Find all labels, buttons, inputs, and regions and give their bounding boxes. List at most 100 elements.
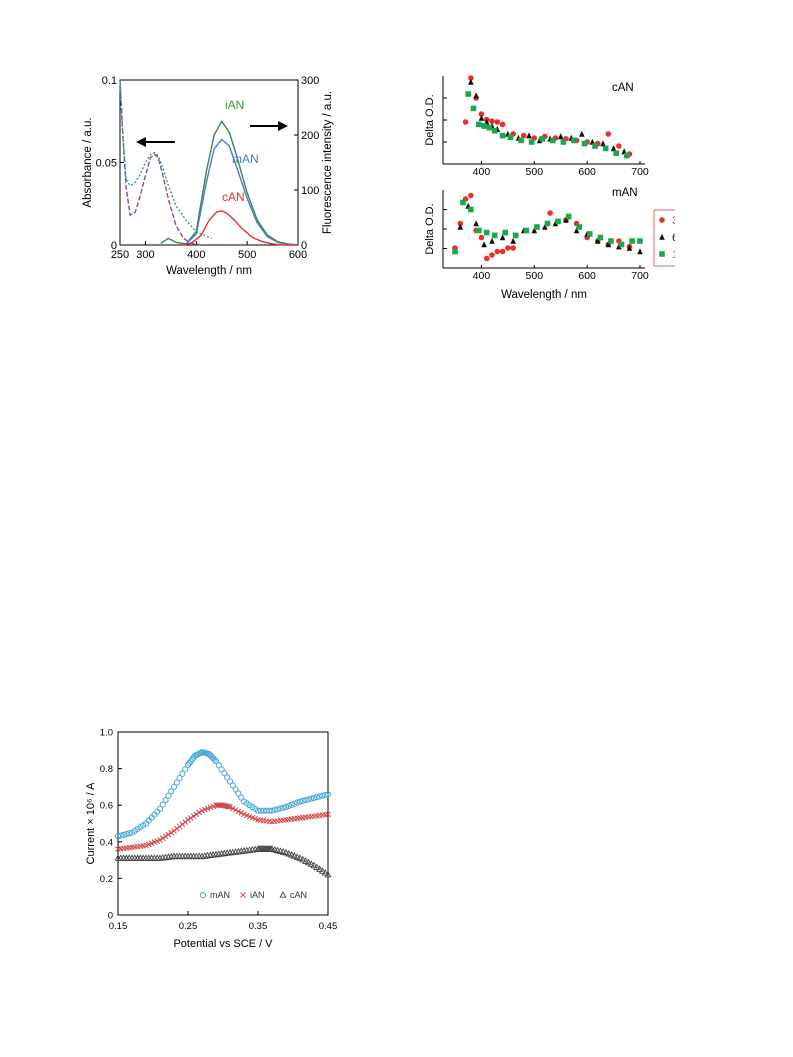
data-point [637,238,643,244]
x-tick-label: 500 [526,270,544,282]
data-point [316,793,323,800]
data-point [274,806,281,813]
x-marker-stroke [222,803,229,809]
data-point [457,223,464,230]
x-marker-stroke [249,814,256,821]
x-marker-stroke [243,812,250,819]
data-point [523,227,530,234]
data-point [502,229,509,236]
data-point [271,806,278,814]
data-point [176,775,183,782]
data-point [520,132,527,139]
data-point [608,238,614,244]
transient-absorption-figure: 400 500 600 700 Delta O.D. cAN 400 500 600 700 Del… [415,68,711,308]
data-point [293,853,301,860]
data-point [602,145,609,152]
data-point [156,805,164,812]
x-marker-stroke [187,815,194,821]
data-point [462,119,469,125]
data-point [296,854,304,861]
data-point [483,255,490,262]
data-point [494,248,501,255]
data-point [157,837,163,843]
x-tick-label: 600 [578,270,596,282]
absorption-fluorescence-chart: 250 300 400 500 60000.050.10100200300Wavelen… [82,75,334,277]
data-point [510,245,516,251]
y-left-tick-label: 0.1 [102,75,117,87]
legend-label: 10 μs [672,249,675,261]
series-line-cAN [180,210,298,246]
data-point [285,802,292,810]
data-point [626,244,633,251]
series-line-dashed [119,79,202,246]
x-marker-stroke [257,817,264,824]
data-point [307,860,315,867]
x-marker-stroke [252,815,259,822]
data-point [168,788,175,795]
data-point [168,829,175,836]
data-point [571,137,577,144]
y-tick-label: 0.4 [100,837,113,848]
annotation-mAN: mAN [232,152,259,166]
y-right-tick-label: 0 [301,240,307,252]
data-point [539,136,546,142]
x-marker-stroke [263,818,270,824]
data-point [565,213,572,220]
data-point [468,78,474,85]
series-line-iAN [160,120,299,246]
data-point [505,245,511,251]
data-point [159,801,166,808]
x-tick-label: 400 [473,166,491,178]
x-marker-stroke [162,833,169,840]
x-marker-stroke [266,818,273,825]
legend-label: mAN [210,890,230,900]
data-point [325,811,331,818]
panel-label-mAN: mAN [612,187,638,199]
x-marker-stroke [240,892,246,898]
data-point [618,241,625,248]
legend-marker [659,233,665,240]
data-point [238,794,245,801]
legend-marker [240,892,246,898]
data-point [302,796,309,804]
data-point [235,790,242,797]
data-point [232,807,239,813]
data-point [629,238,635,244]
data-point [468,206,474,213]
data-point [594,237,601,244]
data-point [296,798,304,805]
data-point [470,105,477,112]
x-marker-stroke [229,805,236,812]
data-point [468,75,474,81]
annotation-cAN: cAN [222,190,245,204]
x-tick-label: 500 [238,249,256,261]
data-point [117,832,124,839]
data-point [549,137,556,144]
y-axis-label: Current × 10⁶ / A [85,782,97,865]
x-marker-stroke [246,813,253,820]
data-point [557,133,564,140]
data-point [280,804,287,811]
data-point [120,831,127,838]
data-point [465,91,472,97]
data-point [185,816,191,823]
data-point [238,810,245,816]
absorption-fluorescence-figure: 250 300 400 500 600 0 0.05 0.1 0 100 200 300 Wavelen… [70,70,350,285]
x-tick-label: 600 [578,166,596,178]
x-axis-label: Potential vs SCE / V [173,938,273,950]
data-point [534,224,540,230]
series-line-mAN [185,138,299,246]
voltammetry-chart: 0.15 0.25 0.35 0.45 0 0.2 0.4 0.6 0.8 1.0 Potentia… [85,728,337,951]
x-marker-stroke [224,803,231,810]
x-axis-label: Wavelength / nm [166,265,252,277]
data-point [114,833,122,840]
data-point [579,130,585,137]
data-point [452,248,458,255]
x-tick-label: 0.35 [249,921,268,932]
data-point [489,118,495,124]
data-point [187,815,194,821]
data-point [547,210,553,216]
data-point [221,770,228,777]
data-point [305,796,312,803]
data-point [235,808,242,815]
